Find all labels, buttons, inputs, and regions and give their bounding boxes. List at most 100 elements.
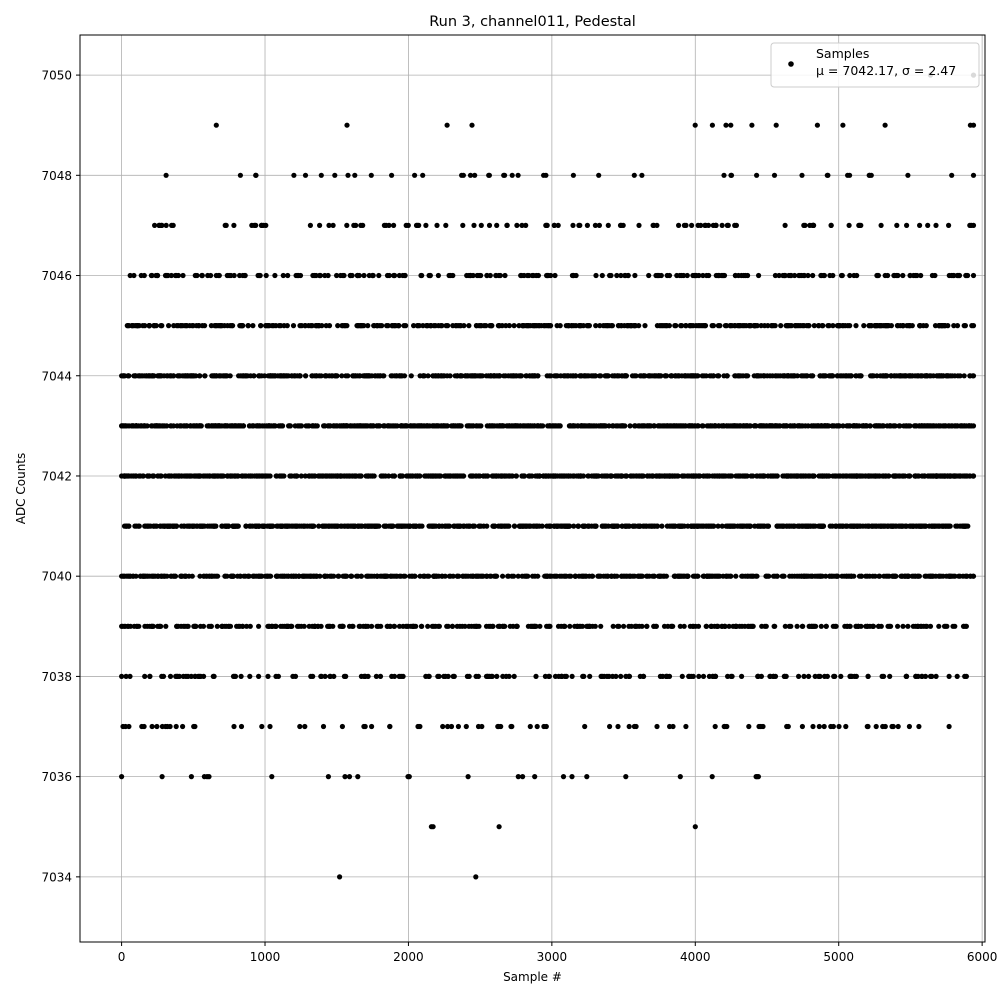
data-point	[829, 573, 835, 579]
data-point	[457, 623, 463, 629]
data-point	[970, 573, 976, 579]
data-point	[260, 523, 266, 529]
data-point	[223, 222, 229, 228]
data-point	[943, 373, 949, 379]
data-point	[541, 723, 547, 730]
data-point	[149, 623, 155, 629]
data-point	[187, 423, 194, 429]
data-point	[302, 523, 308, 529]
data-point	[739, 623, 745, 629]
data-point	[713, 222, 719, 228]
data-point	[637, 423, 643, 429]
data-point	[122, 723, 129, 730]
data-point	[614, 573, 620, 579]
data-point	[910, 523, 916, 529]
data-point	[584, 774, 590, 780]
data-point	[228, 272, 234, 279]
data-point	[219, 623, 226, 629]
data-point	[695, 222, 701, 228]
data-point	[292, 523, 298, 529]
data-point	[900, 323, 906, 329]
data-point	[771, 172, 778, 178]
data-point	[146, 573, 152, 579]
data-point	[500, 573, 506, 579]
data-point	[223, 523, 229, 529]
data-point	[308, 573, 314, 579]
data-point	[822, 423, 828, 429]
data-point	[145, 373, 152, 379]
data-point	[136, 623, 142, 629]
data-point	[403, 423, 409, 429]
data-point	[424, 423, 430, 429]
data-point	[141, 723, 147, 730]
data-point	[158, 323, 164, 329]
data-point	[423, 222, 429, 228]
data-point	[469, 122, 475, 128]
data-point	[192, 272, 198, 279]
data-point	[850, 523, 856, 529]
data-point	[798, 473, 804, 479]
data-point	[759, 623, 765, 629]
data-point	[418, 423, 424, 429]
data-point	[830, 272, 836, 279]
data-point	[846, 222, 852, 228]
data-point	[805, 272, 811, 279]
data-point	[318, 673, 324, 680]
data-point	[925, 573, 931, 579]
data-point	[797, 272, 803, 279]
data-point	[284, 373, 290, 379]
data-point	[245, 323, 251, 329]
data-point	[847, 272, 853, 279]
data-point	[661, 573, 667, 579]
data-point	[473, 874, 479, 880]
data-point	[545, 272, 552, 279]
data-point	[180, 323, 186, 329]
data-point	[473, 623, 480, 629]
y-tick-label: 7044	[41, 369, 72, 383]
data-point	[523, 523, 529, 529]
data-point	[951, 323, 957, 329]
data-point	[450, 272, 456, 279]
data-point	[970, 373, 976, 379]
data-point	[854, 272, 860, 279]
data-point	[632, 323, 638, 329]
data-point	[583, 573, 589, 579]
data-point	[411, 323, 417, 329]
data-point	[765, 523, 771, 529]
data-point	[288, 473, 295, 479]
data-point	[131, 623, 137, 629]
data-point	[367, 373, 373, 379]
data-point	[273, 573, 280, 579]
data-point	[621, 623, 627, 629]
data-point	[847, 573, 853, 579]
data-point	[707, 373, 713, 379]
data-point	[295, 272, 301, 279]
data-point	[657, 573, 663, 579]
data-point	[679, 523, 686, 529]
data-point	[554, 323, 560, 329]
data-point	[818, 573, 824, 579]
data-point	[546, 673, 553, 680]
data-point	[293, 473, 299, 479]
data-point	[414, 473, 420, 479]
data-point	[915, 523, 922, 529]
data-point	[345, 172, 351, 178]
data-point	[489, 323, 495, 329]
data-point	[259, 723, 265, 730]
data-point	[196, 473, 202, 479]
data-point	[400, 623, 406, 629]
legend: Samples μ = 7042.17, σ = 2.47	[770, 42, 980, 88]
data-point	[230, 673, 237, 680]
data-point	[588, 373, 595, 379]
data-point	[427, 272, 433, 279]
data-point	[155, 623, 161, 629]
data-point	[262, 373, 268, 379]
data-point	[166, 323, 172, 329]
data-point	[717, 323, 723, 329]
legend-series-label: Samples	[816, 46, 869, 61]
data-point	[121, 623, 127, 629]
data-point	[302, 172, 309, 178]
data-point	[894, 222, 900, 228]
data-point	[344, 423, 350, 429]
